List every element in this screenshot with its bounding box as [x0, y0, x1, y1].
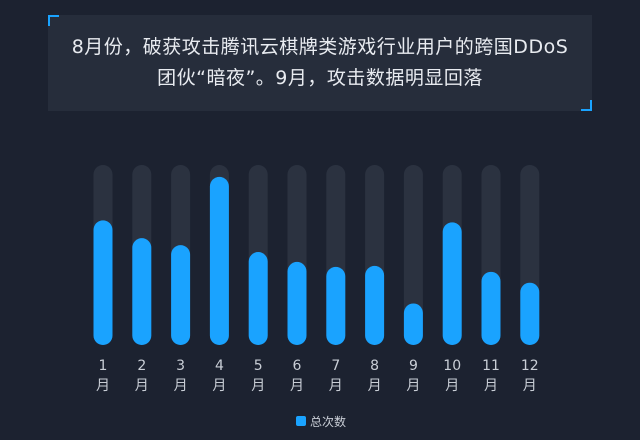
legend-label: 总次数	[310, 414, 346, 429]
month-label: 10 月	[443, 358, 461, 394]
legend: 总次数	[296, 414, 346, 429]
legend-swatch	[296, 416, 306, 426]
bar-series	[93, 176, 540, 345]
bar-4月	[209, 176, 229, 345]
monthly-bar-chart: 1 月 2 月 3 月 4 月 5 月 6 月 7 月 8 月 9 月 10 月 11 月 12 月 总次数	[93, 165, 540, 429]
month-label: 12 月	[521, 358, 539, 394]
bar-7月	[326, 266, 346, 345]
bar-3月	[171, 245, 191, 345]
bar-6月	[287, 261, 307, 345]
bar-9月	[403, 303, 423, 345]
bar-10月	[442, 222, 462, 345]
bar-11月	[481, 271, 501, 345]
bar-track	[403, 165, 423, 345]
bar-5月	[248, 252, 268, 345]
corner-bracket-bottom-right	[581, 100, 592, 111]
headline-callout: 8月份，破获攻击腾讯云棋牌类游戏行业用户的跨国DDoS团伙“暗夜”。9月，攻击数…	[48, 15, 592, 111]
bar-tracks	[93, 165, 540, 345]
bar-2月	[132, 238, 152, 345]
bar-8月	[365, 265, 385, 345]
headline-text: 8月份，破获攻击腾讯云棋牌类游戏行业用户的跨国DDoS团伙“暗夜”。9月，攻击数…	[71, 36, 569, 89]
corner-bracket-top-left	[48, 15, 59, 26]
month-labels: 1 月 2 月 3 月 4 月 5 月 6 月 7 月 8 月 9 月 10 月 11 月 12 月	[96, 358, 539, 394]
bar-12月	[520, 282, 540, 345]
bar-1月	[93, 220, 113, 345]
month-label: 11 月	[482, 358, 500, 394]
